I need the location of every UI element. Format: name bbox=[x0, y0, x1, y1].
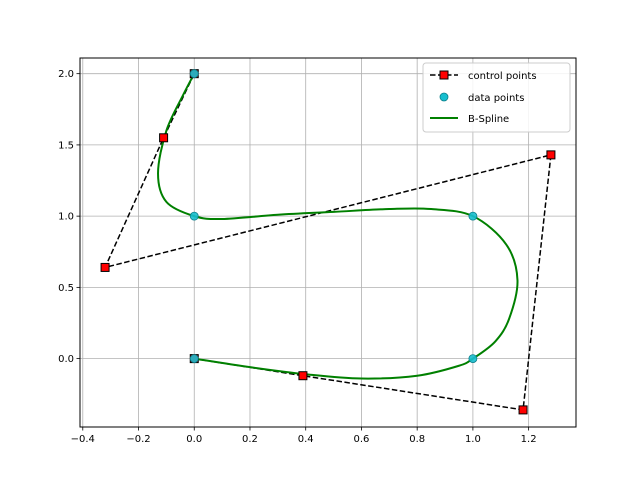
x-tick-label: 0.0 bbox=[186, 434, 202, 445]
control-point-marker bbox=[546, 150, 556, 160]
x-tick-label: 1.2 bbox=[521, 434, 537, 445]
y-tick-label: 1.0 bbox=[58, 212, 74, 223]
data-point-marker bbox=[189, 211, 199, 221]
x-tick-label: −0.2 bbox=[126, 434, 150, 445]
control-point-marker bbox=[100, 262, 110, 272]
legend: control points data points B-Spline bbox=[422, 62, 571, 133]
x-tick-label: −0.4 bbox=[71, 434, 95, 445]
legend-label: control points bbox=[468, 71, 537, 82]
data-point-marker bbox=[468, 354, 478, 364]
data-point-marker bbox=[189, 69, 199, 79]
x-tick-label: 1.0 bbox=[465, 434, 481, 445]
y-tick-label: 1.5 bbox=[58, 140, 74, 151]
legend-label: B-Spline bbox=[468, 114, 509, 125]
axis-ticks: −0.4 −0.2 0.0 0.2 0.4 0.6 0.8 1.0 1.2 0.0 0.5 1.0 1.… bbox=[58, 69, 536, 445]
control-point-marker bbox=[298, 371, 308, 381]
legend-data-points-marker bbox=[439, 92, 449, 102]
x-tick-label: 0.6 bbox=[353, 434, 369, 445]
legend-control-points-marker bbox=[439, 70, 449, 80]
data-point-marker bbox=[468, 211, 478, 221]
series-layer bbox=[100, 69, 556, 415]
legend-box bbox=[422, 62, 571, 133]
y-tick-label: 0.0 bbox=[58, 354, 74, 365]
legend-label: data points bbox=[468, 93, 524, 104]
x-tick-label: 0.8 bbox=[409, 434, 425, 445]
y-tick-label: 0.5 bbox=[58, 283, 74, 294]
plot-area-frame bbox=[79, 57, 577, 428]
x-tick-label: 0.4 bbox=[298, 434, 314, 445]
data-point-marker bbox=[189, 354, 199, 364]
control-point-marker bbox=[518, 405, 528, 415]
y-tick-label: 2.0 bbox=[58, 69, 74, 80]
control-point-marker bbox=[159, 133, 169, 143]
x-tick-label: 0.2 bbox=[242, 434, 258, 445]
